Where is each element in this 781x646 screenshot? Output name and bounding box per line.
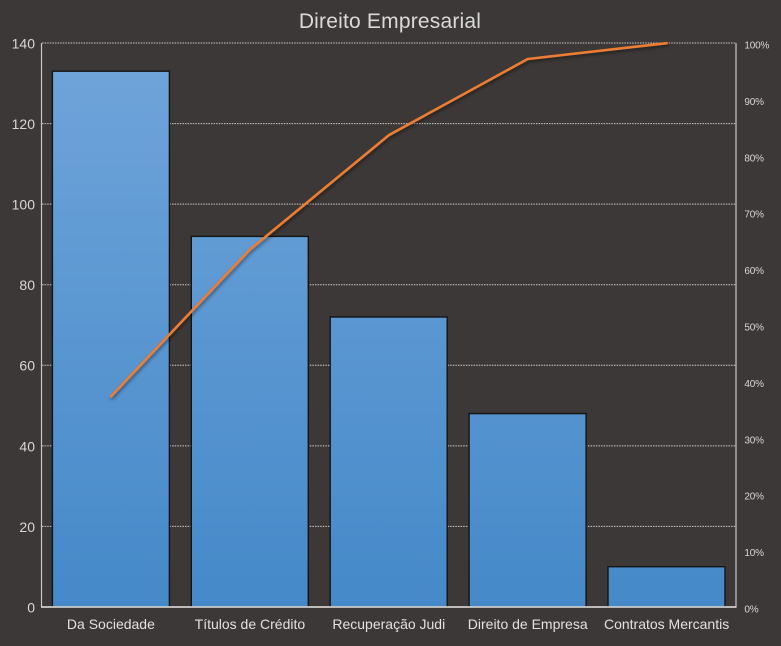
svg-text:30%: 30% [744, 435, 764, 446]
svg-text:0%: 0% [744, 605, 758, 616]
svg-text:70%: 70% [744, 210, 764, 221]
svg-text:100%: 100% [744, 41, 769, 52]
svg-text:40: 40 [19, 438, 35, 454]
svg-text:Da Sociedade: Da Sociedade [67, 616, 155, 632]
svg-text:10%: 10% [744, 548, 764, 559]
svg-text:Direito de Empresa: Direito de Empresa [468, 616, 588, 632]
svg-text:100: 100 [12, 197, 36, 213]
svg-text:140: 140 [12, 35, 36, 51]
svg-text:120: 120 [12, 116, 36, 132]
svg-text:90%: 90% [744, 97, 764, 108]
svg-text:80%: 80% [744, 153, 764, 164]
svg-text:Direito Empresarial: Direito Empresarial [299, 10, 481, 33]
svg-text:20: 20 [19, 519, 35, 535]
svg-text:0: 0 [27, 599, 35, 615]
svg-text:Recuperação Judi: Recuperação Judi [332, 616, 445, 632]
svg-text:Contratos Mercantis: Contratos Mercantis [604, 616, 729, 632]
svg-text:Títulos de Crédito: Títulos de Crédito [195, 616, 306, 632]
svg-text:60%: 60% [744, 266, 764, 277]
svg-text:60: 60 [19, 358, 35, 374]
svg-text:40%: 40% [744, 379, 764, 390]
svg-text:80: 80 [19, 277, 35, 293]
svg-text:50%: 50% [744, 323, 764, 334]
svg-text:20%: 20% [744, 492, 764, 503]
